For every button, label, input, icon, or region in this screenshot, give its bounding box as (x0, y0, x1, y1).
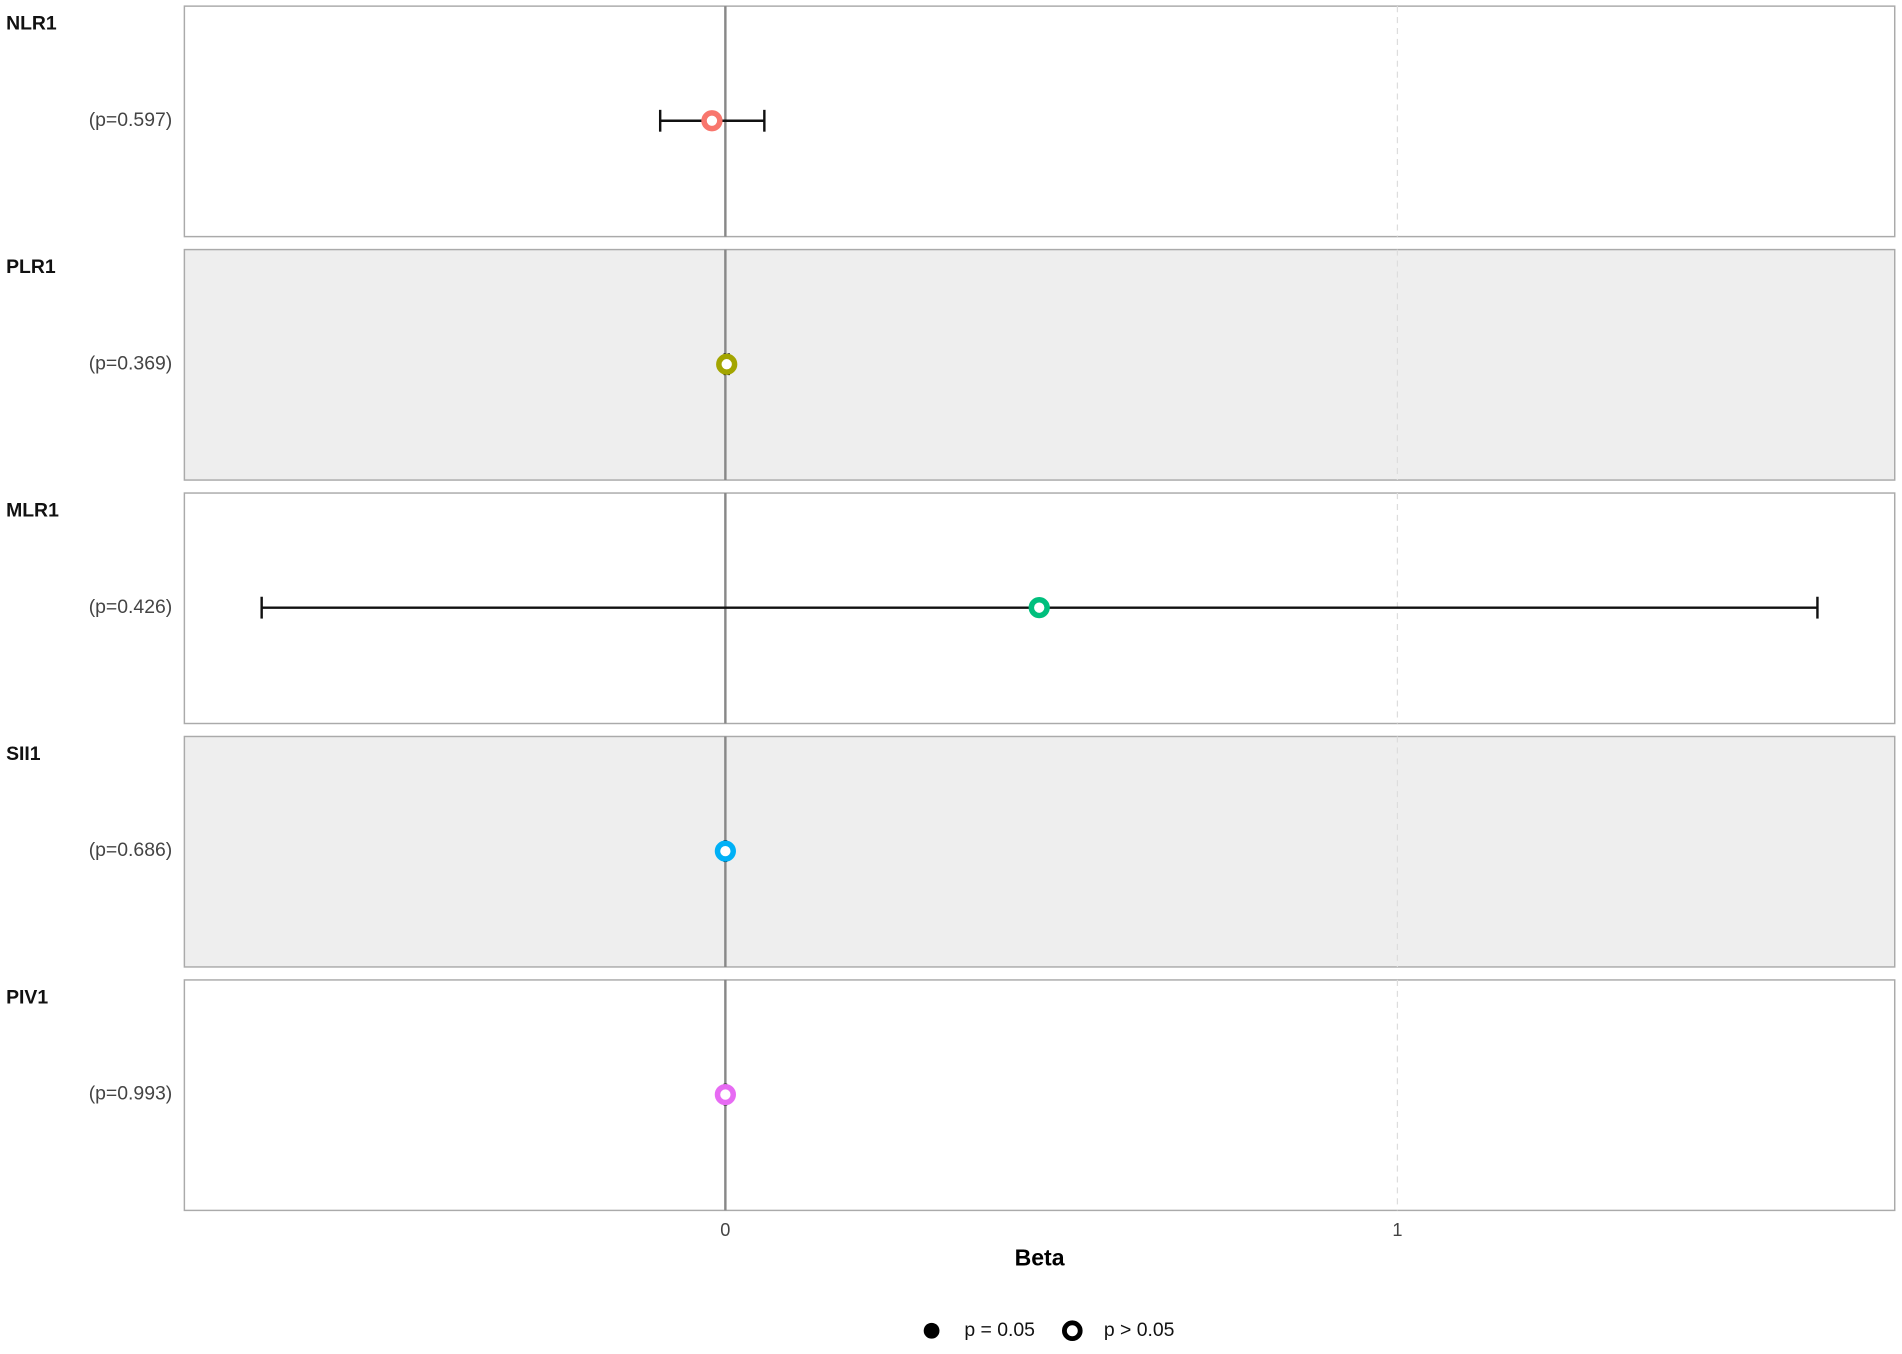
point (1028, 597, 1050, 619)
panel (183, 979, 1896, 1212)
panel-label: NLR1 (6, 12, 57, 34)
panel-label: MLR1 (6, 499, 59, 521)
p-label: (p=0.597) (89, 109, 173, 131)
legend-label: p > 0.05 (1104, 1319, 1175, 1341)
point (701, 110, 723, 132)
point (714, 1083, 736, 1106)
x-axis-title: Beta (1015, 1244, 1065, 1270)
p-label: (p=0.426) (89, 596, 173, 618)
x-tick-label: 0 (720, 1220, 730, 1240)
panel-label: SII1 (6, 743, 41, 765)
panel (183, 5, 1896, 238)
p-label: (p=0.369) (89, 352, 173, 374)
point (716, 353, 738, 375)
panel-label: PIV1 (6, 986, 48, 1008)
panel (183, 248, 1896, 481)
panel-label: PLR1 (6, 256, 56, 278)
panel (183, 735, 1896, 968)
legend-symbol (1061, 1320, 1083, 1342)
p-label: (p=0.993) (89, 1083, 173, 1105)
x-tick-label: 1 (1392, 1220, 1402, 1240)
legend-symbol (923, 1322, 940, 1339)
legend-label: p = 0.05 (964, 1319, 1035, 1341)
p-label: (p=0.686) (89, 839, 173, 861)
point (714, 840, 736, 862)
